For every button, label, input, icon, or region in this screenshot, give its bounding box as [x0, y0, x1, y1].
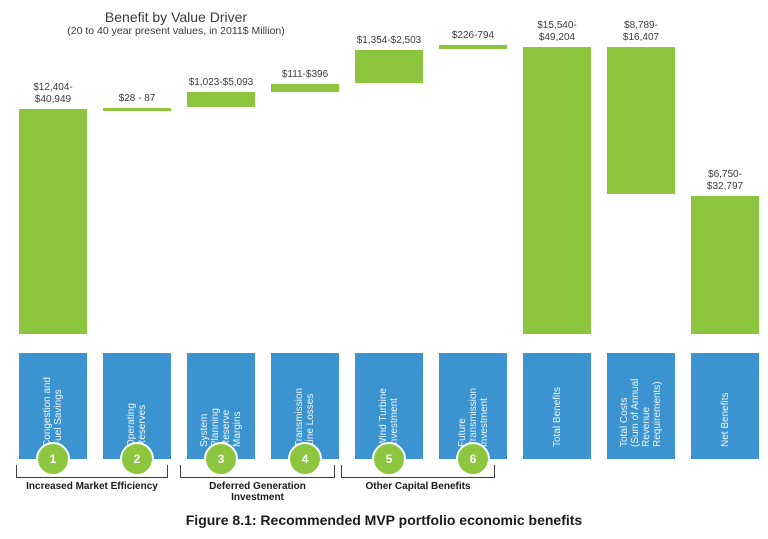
category-bar: Future Transmission Investment: [439, 353, 507, 459]
value-range-label: $8,789- $16,407: [622, 20, 660, 43]
benefit-bar: [19, 109, 87, 334]
value-range-label: $6,750- $32,797: [706, 169, 744, 192]
category-bar: Total Costs (Sum of Annual Revenue Requi…: [607, 353, 675, 459]
benefit-bar: [355, 50, 423, 83]
benefit-bar: [187, 92, 255, 107]
value-range-label: $12,404- $40,949: [33, 82, 73, 105]
category-bar: Operating Reserves: [103, 353, 171, 459]
benefit-bar: [271, 84, 339, 92]
driver-number-badge: 1: [36, 442, 70, 476]
category-bar: Net Benefits: [691, 353, 759, 459]
value-range-label: $111-$396: [281, 68, 329, 80]
driver-number-badge: 3: [204, 442, 238, 476]
driver-number-badge: 2: [120, 442, 154, 476]
benefit-bar: [103, 108, 171, 111]
driver-number-badge: 4: [288, 442, 322, 476]
group-bracket: [341, 465, 495, 478]
group-label: Increased Market Efficiency: [26, 481, 158, 492]
value-range-label: $15,540- $49,204: [537, 20, 577, 43]
benefit-bar: [691, 196, 759, 334]
category-label: Total Costs (Sum of Annual Revenue Requi…: [619, 378, 663, 447]
category-label: Net Benefits: [719, 392, 731, 447]
value-range-label: $28 - 87: [118, 92, 156, 104]
driver-number-badge: 5: [372, 442, 406, 476]
value-range-label: $1,354-$2,503: [356, 34, 422, 46]
group-bracket: [16, 465, 168, 478]
benefit-bar: [439, 45, 507, 49]
category-bar: Transmission Line Losses: [271, 353, 339, 459]
group-bracket: [180, 465, 335, 478]
benefit-bar: [523, 47, 591, 334]
value-range-label: $226-794: [451, 29, 495, 41]
driver-number-badge: 6: [456, 442, 490, 476]
category-label: Total Benefits: [551, 386, 563, 447]
chart-title: Benefit by Value Driver: [104, 9, 248, 25]
category-bar: Total Benefits: [523, 353, 591, 459]
chart-subtitle: (20 to 40 year present values, in 2011$ …: [67, 25, 285, 37]
category-bar: Congestion and Fuel Savings: [19, 353, 87, 459]
value-range-label: $1,023-$5,093: [188, 76, 254, 88]
benefit-bar: [607, 47, 675, 194]
category-bar: System Planning Reserve Margins: [187, 353, 255, 459]
group-label: Deferred Generation Investment: [209, 481, 306, 503]
figure-caption: Figure 8.1: Recommended MVP portfolio ec…: [185, 512, 583, 528]
group-label: Other Capital Benefits: [365, 481, 471, 492]
category-bar: Wind Turbine Investment: [355, 353, 423, 459]
chart-title-block: Benefit by Value Driver (20 to 40 year p…: [0, 9, 352, 38]
